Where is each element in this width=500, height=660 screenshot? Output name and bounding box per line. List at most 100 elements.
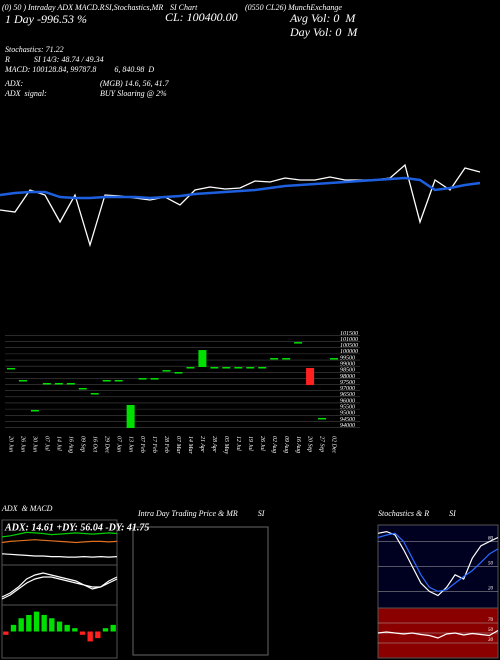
y-tick-label: 101000 xyxy=(340,337,358,343)
candle xyxy=(54,382,63,385)
histogram-bar xyxy=(72,628,78,632)
series-line xyxy=(377,532,499,593)
y-tick-label: 98000 xyxy=(340,374,355,380)
y-tick-label: 95000 xyxy=(340,411,355,417)
y-tick-label: 100500 xyxy=(340,343,358,349)
candle xyxy=(78,388,87,390)
legend: ADX: 14.61 +DY: 56.04 -DY: 41.75 xyxy=(4,522,149,533)
candle xyxy=(138,378,147,380)
histogram-bar xyxy=(33,611,40,632)
x-tick-label: 14 Jul xyxy=(55,436,62,451)
y-tick-label: 50 xyxy=(488,562,494,567)
candle xyxy=(114,380,123,382)
x-tick-label: 16 Aug xyxy=(67,436,73,453)
y-tick-label: 97000 xyxy=(340,386,355,392)
change: 1 Day -996.53 % xyxy=(5,12,87,26)
candle xyxy=(66,382,75,385)
y-tick-label: 99000 xyxy=(340,362,355,368)
stoch-text: Stochastics: 71.22 xyxy=(5,45,64,54)
macd-text: MACD: 100128.84, 99787.8 6, 840.98 D xyxy=(4,65,154,74)
histogram-bar xyxy=(41,614,47,632)
series-line xyxy=(1,553,118,558)
y-tick-label: 96500 xyxy=(340,392,355,398)
candle xyxy=(330,358,339,360)
histogram-bar xyxy=(110,624,116,632)
x-tick-label: 28 Apr xyxy=(211,436,217,453)
x-tick-label: 26 Jul xyxy=(259,436,265,451)
y-tick-label: 20 xyxy=(488,587,494,592)
histogram-bar xyxy=(3,631,9,635)
intraday-panel xyxy=(132,526,269,656)
x-tick-label: 30 Jun xyxy=(32,435,38,452)
macd-panel xyxy=(1,564,118,606)
x-tick-label: 09 Aug xyxy=(283,436,289,453)
candle xyxy=(6,367,15,370)
candle xyxy=(270,358,279,360)
candle xyxy=(318,417,327,420)
y-tick-label: 94000 xyxy=(340,422,355,429)
x-tick-label: 07 Jan xyxy=(115,436,121,452)
candle xyxy=(282,358,291,360)
series-line xyxy=(377,530,499,597)
x-tick-label: 19 Jul xyxy=(247,436,253,451)
candle xyxy=(174,372,183,374)
panel-title: Intra Day Trading Price & MR SI xyxy=(137,509,265,518)
x-tick-label: 20 Jun xyxy=(8,436,14,452)
candle xyxy=(258,367,267,369)
histogram-bar xyxy=(26,614,32,632)
candle xyxy=(306,367,315,386)
x-tick-label: 16 Oct xyxy=(91,436,97,452)
x-tick-label: 02 Dec xyxy=(331,436,337,453)
x-tick-label: 26 Jun xyxy=(20,436,26,452)
panel-title: ADX & MACD xyxy=(1,504,53,513)
panel-title: Stochastics & R SI xyxy=(378,509,456,518)
candle xyxy=(162,370,171,372)
x-tick-label: 07 Feb xyxy=(139,436,145,453)
x-tick-label: 21 Apr xyxy=(199,436,205,453)
histogram-bar xyxy=(10,624,17,632)
close-price: CL: 100400.00 xyxy=(165,10,238,24)
y-tick-label: 98500 xyxy=(340,368,355,374)
y-tick-label: 30 xyxy=(488,638,494,643)
x-tick-label: 05 May xyxy=(223,436,229,454)
x-tick-label: 29 Dec xyxy=(103,436,109,453)
x-tick-label: 14 Mar xyxy=(187,436,194,454)
x-tick-label: 09 Sep xyxy=(79,436,85,452)
histogram-bar xyxy=(79,631,86,635)
y-tick-label: 50 xyxy=(488,628,494,633)
x-tick-label: 07 Jul xyxy=(44,436,50,451)
y-tick-label: 100000 xyxy=(340,349,358,355)
x-tick-label: 27 Sep xyxy=(319,436,325,452)
day-vol: Day Vol: 0 M xyxy=(289,25,358,39)
adx-signal-text: ADX signal: xyxy=(4,89,47,98)
candle xyxy=(222,367,231,369)
series-line xyxy=(0,176,481,200)
candle xyxy=(246,367,255,369)
histogram-bar xyxy=(49,618,55,632)
x-tick-label: 20 Sep xyxy=(307,436,313,452)
y-tick-label: 97500 xyxy=(340,380,355,386)
candle xyxy=(18,380,27,382)
x-tick-label: 17 Feb xyxy=(151,436,157,453)
header-text: (0550 CL26) MunchExchange xyxy=(245,3,342,12)
series-line xyxy=(1,576,118,600)
signal: BUY Sloaring @ 2% xyxy=(100,89,167,98)
header-text: SI Chart xyxy=(170,3,198,12)
candle xyxy=(90,393,99,395)
candle xyxy=(30,409,39,412)
candle xyxy=(126,404,135,429)
histogram-bar xyxy=(64,624,70,632)
candle xyxy=(186,367,195,369)
series-line xyxy=(1,539,118,544)
series-line xyxy=(1,572,118,598)
y-tick-label: 70 xyxy=(488,618,494,623)
header-text: SI,Stochastics,MR xyxy=(105,3,163,12)
x-tick-label: 12 Jul xyxy=(235,436,241,451)
candle xyxy=(294,342,303,344)
y-tick-label: 80 xyxy=(488,537,494,542)
x-tick-label: 28 Feb xyxy=(163,436,169,453)
histogram-bar xyxy=(56,621,63,632)
header-text: (0) 50 ) Intraday ADX MACD.R xyxy=(2,3,105,12)
y-tick-label: 99500 xyxy=(340,355,355,361)
